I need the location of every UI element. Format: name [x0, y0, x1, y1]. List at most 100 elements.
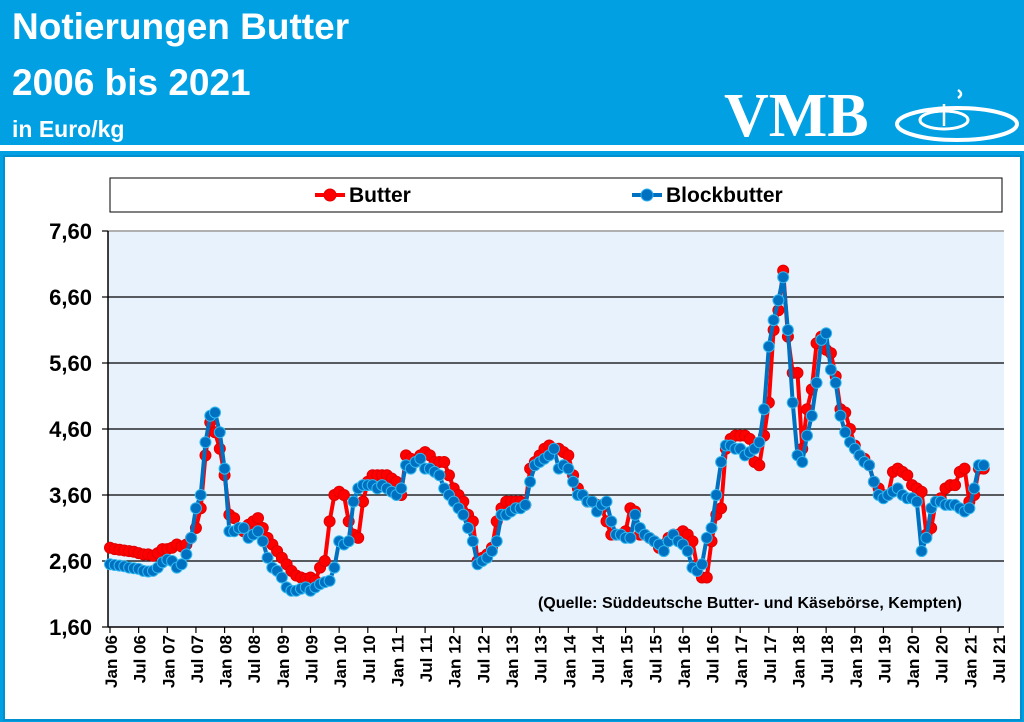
data-point — [767, 314, 780, 327]
title-line-1: Notierungen Butter — [12, 6, 350, 47]
data-point — [433, 469, 446, 482]
data-point — [758, 403, 771, 416]
data-point — [762, 340, 775, 353]
svg-text:VMB: VMB — [724, 84, 869, 146]
x-tick-label: Jan 14 — [560, 634, 579, 687]
data-point — [524, 475, 537, 488]
data-point — [342, 535, 355, 548]
data-point — [237, 522, 250, 534]
data-point — [180, 548, 193, 561]
y-tick-label: 7,60 — [49, 219, 92, 244]
data-point — [696, 558, 708, 571]
title-line-2: 2006 bis 2021 — [12, 62, 251, 103]
data-point — [753, 459, 766, 472]
x-tick-label: Jul 12 — [474, 635, 493, 683]
x-tick-label: Jul 10 — [360, 635, 379, 683]
data-point — [462, 522, 475, 534]
data-point — [949, 479, 962, 492]
header-divider — [0, 145, 1024, 151]
x-tick-label: Jan 17 — [732, 635, 751, 688]
data-point — [715, 456, 728, 468]
data-point — [213, 426, 226, 439]
data-point — [805, 409, 818, 422]
x-tick-label: Jul 13 — [532, 635, 551, 683]
data-point — [466, 535, 479, 548]
data-point — [681, 545, 694, 558]
unit-label: in Euro/kg — [12, 116, 125, 142]
data-point — [829, 376, 842, 389]
data-point — [715, 502, 728, 515]
data-point — [834, 409, 847, 422]
x-tick-label: Jul 18 — [818, 635, 837, 683]
data-point — [796, 456, 809, 468]
data-point — [323, 515, 336, 528]
x-tick-label: Jan 15 — [618, 635, 637, 688]
data-point — [624, 531, 637, 544]
x-tick-label: Jul 17 — [761, 635, 780, 683]
legend-label-1: Blockbutter — [666, 184, 783, 207]
data-point — [562, 462, 575, 475]
data-point — [958, 462, 971, 475]
y-tick-label: 6,60 — [49, 285, 92, 310]
data-point — [963, 502, 976, 515]
legend-marker-1 — [640, 188, 654, 202]
data-point — [629, 508, 642, 521]
x-tick-label: Jul 20 — [933, 635, 952, 683]
data-point — [519, 498, 532, 511]
data-point — [256, 535, 269, 548]
data-point — [562, 449, 575, 462]
data-point — [657, 545, 670, 558]
data-point — [824, 363, 837, 376]
data-point — [920, 531, 933, 544]
y-tick-label: 3,60 — [49, 483, 92, 508]
data-point — [548, 442, 560, 455]
data-point — [199, 436, 212, 449]
data-point — [194, 489, 207, 501]
data-point — [323, 574, 336, 587]
x-tick-label: Jan 21 — [961, 635, 980, 688]
data-point — [347, 495, 360, 508]
x-tick-label: Jul 21 — [990, 635, 1009, 683]
x-tick-label: Jul 09 — [303, 635, 322, 683]
header: Notierungen Butter 2006 bis 2021 in Euro… — [0, 0, 1024, 146]
data-point — [867, 475, 880, 488]
x-tick-label: Jan 16 — [675, 635, 694, 688]
data-point — [915, 485, 928, 498]
x-tick-label: Jan 13 — [503, 635, 522, 688]
legend-label-0: Butter — [349, 184, 411, 207]
data-point — [252, 525, 264, 538]
data-point — [490, 535, 503, 548]
data-point — [605, 515, 618, 528]
x-tick-label: Jan 09 — [274, 635, 293, 688]
data-point — [801, 429, 814, 442]
data-point — [915, 545, 928, 558]
x-tick-label: Jan 06 — [102, 635, 121, 688]
x-tick-label: Jul 15 — [646, 635, 665, 683]
data-point — [777, 271, 790, 284]
data-point — [977, 459, 990, 472]
data-point — [810, 376, 823, 389]
x-tick-label: Jan 12 — [446, 635, 465, 688]
x-tick-label: Jul 11 — [417, 635, 436, 682]
legend-box — [109, 177, 1003, 213]
legend-marker-0 — [323, 188, 337, 202]
data-point — [710, 489, 723, 501]
y-tick-label: 4,60 — [49, 417, 92, 442]
data-point — [457, 508, 470, 521]
data-point — [438, 456, 451, 468]
y-tick-label: 1,60 — [49, 615, 92, 640]
data-point — [968, 482, 981, 495]
data-point — [820, 327, 833, 340]
data-point — [791, 366, 804, 379]
data-point — [705, 522, 718, 534]
x-tick-label: Jul 16 — [704, 635, 723, 683]
data-point — [252, 512, 264, 525]
x-tick-label: Jul 19 — [875, 635, 894, 683]
data-point — [275, 571, 288, 584]
data-point — [839, 426, 852, 439]
data-point — [901, 469, 914, 482]
data-point — [261, 551, 274, 564]
data-point — [772, 294, 785, 307]
data-point — [485, 545, 498, 558]
data-point — [700, 531, 713, 544]
